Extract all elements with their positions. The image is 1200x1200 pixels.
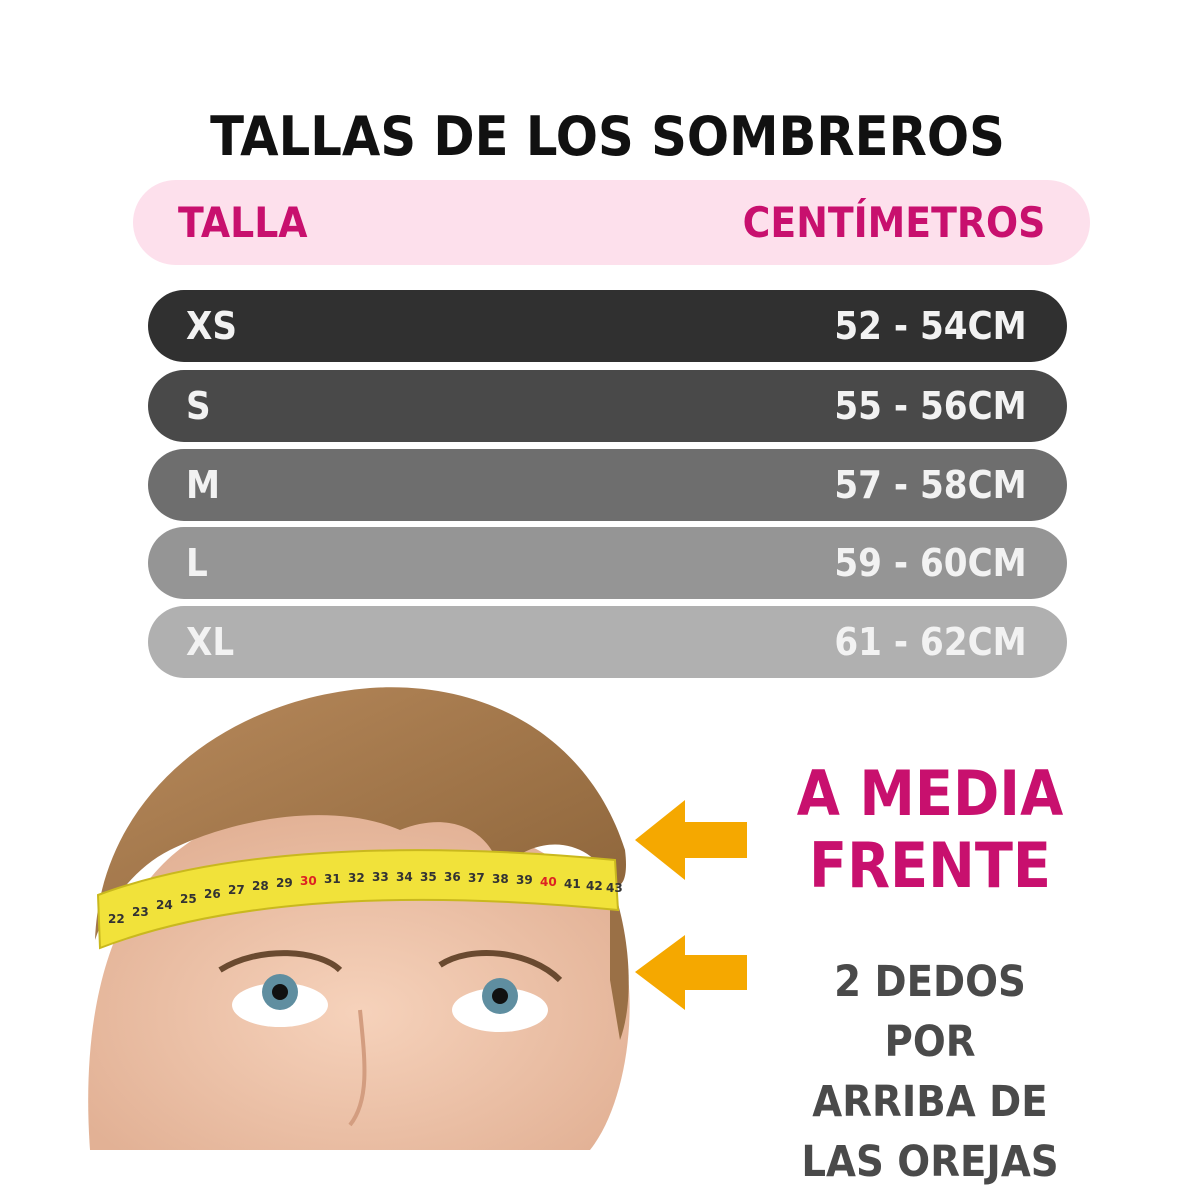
size-label: M [186, 463, 221, 507]
svg-text:29: 29 [276, 876, 293, 890]
arrow-left-icon [635, 800, 747, 880]
secondary-instruction: 2 DEDOS POR ARRIBA DE LAS OREJAS [786, 952, 1074, 1192]
size-row-xl: XL 61 - 62CM [148, 606, 1067, 678]
measuring-tape [96, 849, 620, 950]
svg-text:40: 40 [540, 875, 557, 889]
size-label: L [186, 541, 208, 585]
size-range: 61 - 62CM [834, 620, 1027, 664]
svg-text:26: 26 [204, 887, 221, 901]
size-range: 55 - 56CM [834, 384, 1027, 428]
svg-text:28: 28 [252, 879, 269, 893]
hair [95, 687, 627, 940]
table-header: TALLA CENTÍMETROS [133, 180, 1090, 265]
size-row-xs: XS 52 - 54CM [148, 290, 1067, 362]
arrow-left-icon [635, 935, 747, 1010]
size-row-s: S 55 - 56CM [148, 370, 1067, 442]
primary-instruction: A MEDIA FRENTE [795, 758, 1065, 902]
svg-text:23: 23 [132, 905, 149, 919]
size-label: XS [186, 304, 238, 348]
size-range: 52 - 54CM [834, 304, 1027, 348]
size-column-header: TALLA [178, 198, 308, 247]
size-label: XL [186, 620, 235, 664]
tape-numbers: 22 23 24 25 26 27 28 29 30 31 32 33 34 3… [108, 870, 623, 926]
size-row-l: L 59 - 60CM [148, 527, 1067, 599]
size-range: 57 - 58CM [834, 463, 1027, 507]
secondary-instruction-line: 2 DEDOS POR [834, 957, 1026, 1067]
svg-text:35: 35 [420, 870, 437, 884]
measure-column-header: CENTÍMETROS [742, 198, 1045, 247]
primary-instruction-line: FRENTE [808, 829, 1052, 902]
svg-text:39: 39 [516, 873, 533, 887]
svg-text:27: 27 [228, 883, 245, 897]
primary-instruction-line: A MEDIA [796, 757, 1064, 830]
svg-text:31: 31 [324, 872, 341, 886]
page-title: TALLAS DE LOS SOMBREROS [210, 105, 1005, 168]
svg-text:37: 37 [468, 871, 485, 885]
svg-text:25: 25 [180, 892, 197, 906]
svg-text:36: 36 [444, 870, 461, 884]
svg-text:43: 43 [606, 881, 623, 895]
svg-text:30: 30 [300, 874, 317, 888]
svg-text:32: 32 [348, 871, 365, 885]
svg-text:34: 34 [396, 870, 413, 884]
svg-text:38: 38 [492, 872, 509, 886]
size-row-m: M 57 - 58CM [148, 449, 1067, 521]
size-range: 59 - 60CM [834, 541, 1027, 585]
svg-text:41: 41 [564, 877, 581, 891]
secondary-instruction-line: ARRIBA DE [812, 1077, 1048, 1127]
svg-text:33: 33 [372, 870, 389, 884]
head-measurement-illustration: 22 23 24 25 26 27 28 29 30 31 32 33 34 3… [88, 687, 630, 1150]
svg-text:22: 22 [108, 912, 125, 926]
size-label: S [186, 384, 211, 428]
svg-text:42: 42 [586, 879, 603, 893]
svg-text:24: 24 [156, 898, 173, 912]
secondary-instruction-line: LAS OREJAS [801, 1137, 1059, 1187]
